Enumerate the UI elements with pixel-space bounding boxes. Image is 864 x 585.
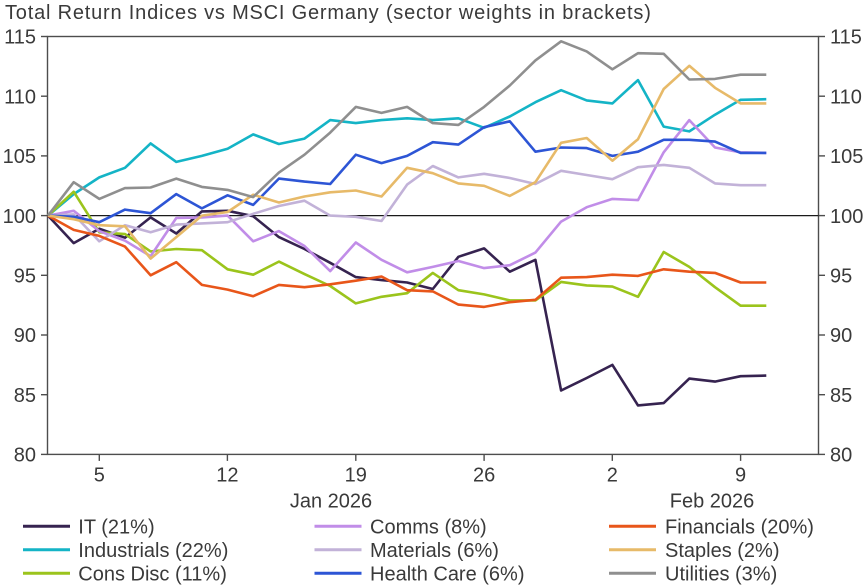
svg-text:IT (21%): IT (21%) bbox=[78, 517, 154, 539]
svg-text:Health Care (6%): Health Care (6%) bbox=[370, 564, 525, 585]
svg-text:Industrials (22%): Industrials (22%) bbox=[78, 540, 228, 562]
svg-text:105: 105 bbox=[3, 146, 36, 168]
svg-text:Feb 2026: Feb 2026 bbox=[670, 490, 755, 512]
svg-text:Total Return Indices vs MSCI G: Total Return Indices vs MSCI Germany (se… bbox=[5, 2, 652, 24]
svg-text:Staples (2%): Staples (2%) bbox=[665, 540, 780, 562]
svg-text:Utilities (3%): Utilities (3%) bbox=[665, 564, 777, 585]
svg-text:90: 90 bbox=[830, 325, 852, 347]
svg-text:95: 95 bbox=[14, 266, 36, 288]
svg-text:9: 9 bbox=[735, 465, 746, 487]
svg-text:12: 12 bbox=[216, 465, 238, 487]
svg-text:110: 110 bbox=[4, 86, 36, 108]
svg-text:5: 5 bbox=[94, 465, 105, 487]
svg-text:85: 85 bbox=[830, 385, 852, 407]
svg-text:105: 105 bbox=[830, 146, 863, 168]
svg-text:100: 100 bbox=[830, 206, 863, 228]
svg-text:80: 80 bbox=[830, 445, 852, 467]
svg-text:95: 95 bbox=[830, 266, 852, 288]
svg-text:115: 115 bbox=[830, 27, 862, 49]
svg-text:19: 19 bbox=[345, 465, 367, 487]
svg-text:115: 115 bbox=[4, 27, 36, 49]
svg-text:2: 2 bbox=[607, 465, 618, 487]
svg-text:80: 80 bbox=[14, 445, 36, 467]
svg-text:110: 110 bbox=[830, 86, 862, 108]
svg-text:85: 85 bbox=[14, 385, 36, 407]
svg-text:100: 100 bbox=[3, 206, 36, 228]
svg-text:26: 26 bbox=[473, 465, 495, 487]
svg-text:Jan 2026: Jan 2026 bbox=[290, 490, 372, 512]
svg-text:Cons Disc (11%): Cons Disc (11%) bbox=[78, 564, 227, 585]
svg-text:Financials (20%): Financials (20%) bbox=[665, 517, 814, 539]
svg-text:Materials (6%): Materials (6%) bbox=[370, 540, 499, 562]
svg-text:90: 90 bbox=[14, 325, 36, 347]
svg-text:Comms (8%): Comms (8%) bbox=[370, 517, 487, 539]
